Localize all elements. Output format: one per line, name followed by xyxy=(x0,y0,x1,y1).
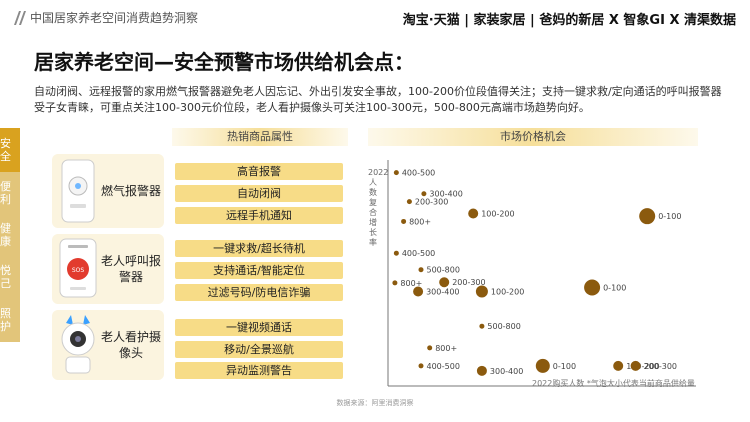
product-name: 老人呼叫报警器 xyxy=(100,254,161,284)
bubble-label: 200-300 xyxy=(452,278,485,287)
attribute-pill: 支持通话/智能定位 xyxy=(175,262,343,279)
bubble-point xyxy=(535,358,550,373)
bubble-point xyxy=(475,285,488,298)
svg-text:SOS: SOS xyxy=(72,267,85,274)
bubble-point xyxy=(401,218,407,224)
product-card-camera: 老人看护摄像头 xyxy=(52,310,164,380)
bubble-point xyxy=(393,170,399,176)
bubble-label: 800+ xyxy=(409,217,431,226)
page-title: 居家养老空间—安全预警市场供给机会点： xyxy=(34,50,414,74)
product-card-gas-alarm: 燃气报警器 xyxy=(52,154,164,228)
side-tab-care[interactable]: 照护 xyxy=(0,298,20,342)
bubble-label: 400-500 xyxy=(427,362,460,371)
side-tab-health[interactable]: 健康 xyxy=(0,214,20,256)
chart-footnote: 2022购买人数 *气泡大小代表当前商品供给量 xyxy=(532,379,695,388)
product-name: 燃气报警器 xyxy=(100,184,161,198)
bubble-point xyxy=(479,323,485,329)
bubble-point xyxy=(427,345,433,351)
side-tab-self[interactable]: 悦己 xyxy=(0,256,20,298)
bubble-label: 500-800 xyxy=(427,266,460,275)
bubble-point xyxy=(468,208,479,219)
header-title: 中国居家养老空间消费趋势洞察 xyxy=(30,11,199,25)
bubble-label: 100-200 xyxy=(626,362,659,371)
brand-bar: 淘宝·天猫 | 家装家居 | 爸妈的新居 X 智象GI X 清渠数据 xyxy=(402,13,736,28)
bubble-label: 500-800 xyxy=(487,322,520,331)
attribute-pill: 异动监测警告 xyxy=(175,362,343,379)
attribute-pill: 远程手机通知 xyxy=(175,207,343,224)
bubble-point xyxy=(630,360,641,371)
side-tab-nav: 安全 便利 健康 悦己 照护 xyxy=(0,128,20,342)
gas-alarm-image-icon xyxy=(61,159,95,223)
attribute-pill: 一键求救/超长待机 xyxy=(175,240,343,257)
data-source: 数据来源：阿里消费洞察 xyxy=(336,399,414,407)
bubble-point xyxy=(584,279,601,296)
attribute-pill: 移动/全景巡航 xyxy=(175,341,343,358)
bubble-label: 100-200 xyxy=(481,210,514,219)
bubble-point xyxy=(406,199,412,205)
bubble-label: 300-400 xyxy=(429,190,462,199)
attributes-header: 热销商品属性 xyxy=(172,128,348,146)
bubble-point xyxy=(421,191,427,197)
bubble-point xyxy=(476,365,487,376)
attribute-pill: 一键视频通话 xyxy=(175,319,343,336)
attribute-pill: 自动闭阀 xyxy=(175,185,343,202)
summary-paragraph: 自动闭阀、远程报警的家用燃气报警器避免老人因忘记、外出引发安全事故，100-20… xyxy=(34,85,722,114)
side-tab-convenience[interactable]: 便利 xyxy=(0,172,20,214)
header-stripes-icon xyxy=(14,11,26,25)
bubble-label: 100-200 xyxy=(491,287,524,296)
bubble-point xyxy=(413,286,424,297)
bubble-point xyxy=(392,280,398,286)
attribute-pill: 过滤号码/防电信诈骗 xyxy=(175,284,343,301)
bubble-label: 200-300 xyxy=(415,198,448,207)
bubble-label: 800+ xyxy=(400,279,422,288)
chart-header: 市场价格机会 xyxy=(368,128,698,146)
bubble-chart: 400-500300-400200-300100-200800+0-100400… xyxy=(387,160,696,387)
product-card-call-alarm: SOS 老人呼叫报警器 xyxy=(52,234,164,304)
call-alarm-image-icon: SOS xyxy=(59,238,97,298)
bubble-point xyxy=(418,363,424,369)
bubble-label: 0-100 xyxy=(658,212,681,221)
bubble-label: 200-300 xyxy=(644,362,677,371)
bubble-point xyxy=(418,267,424,273)
bubble-label: 400-500 xyxy=(402,249,435,258)
bubble-point xyxy=(639,208,656,225)
bubble-point xyxy=(439,277,450,288)
bubble-label: 400-500 xyxy=(402,169,435,178)
bubble-label: 800+ xyxy=(435,344,457,353)
bubble-point xyxy=(393,250,399,256)
bubble-label: 300-400 xyxy=(426,287,459,296)
bubble-label: 300-400 xyxy=(490,367,523,376)
bubble-label: 0-100 xyxy=(553,362,576,371)
product-name: 老人看护摄像头 xyxy=(100,330,161,360)
care-camera-image-icon xyxy=(61,315,95,374)
side-tab-safety[interactable]: 安全 xyxy=(0,128,20,172)
attribute-pill: 高音报警 xyxy=(175,163,343,180)
bubble-label: 0-100 xyxy=(603,284,626,293)
bubble-point xyxy=(613,360,624,371)
